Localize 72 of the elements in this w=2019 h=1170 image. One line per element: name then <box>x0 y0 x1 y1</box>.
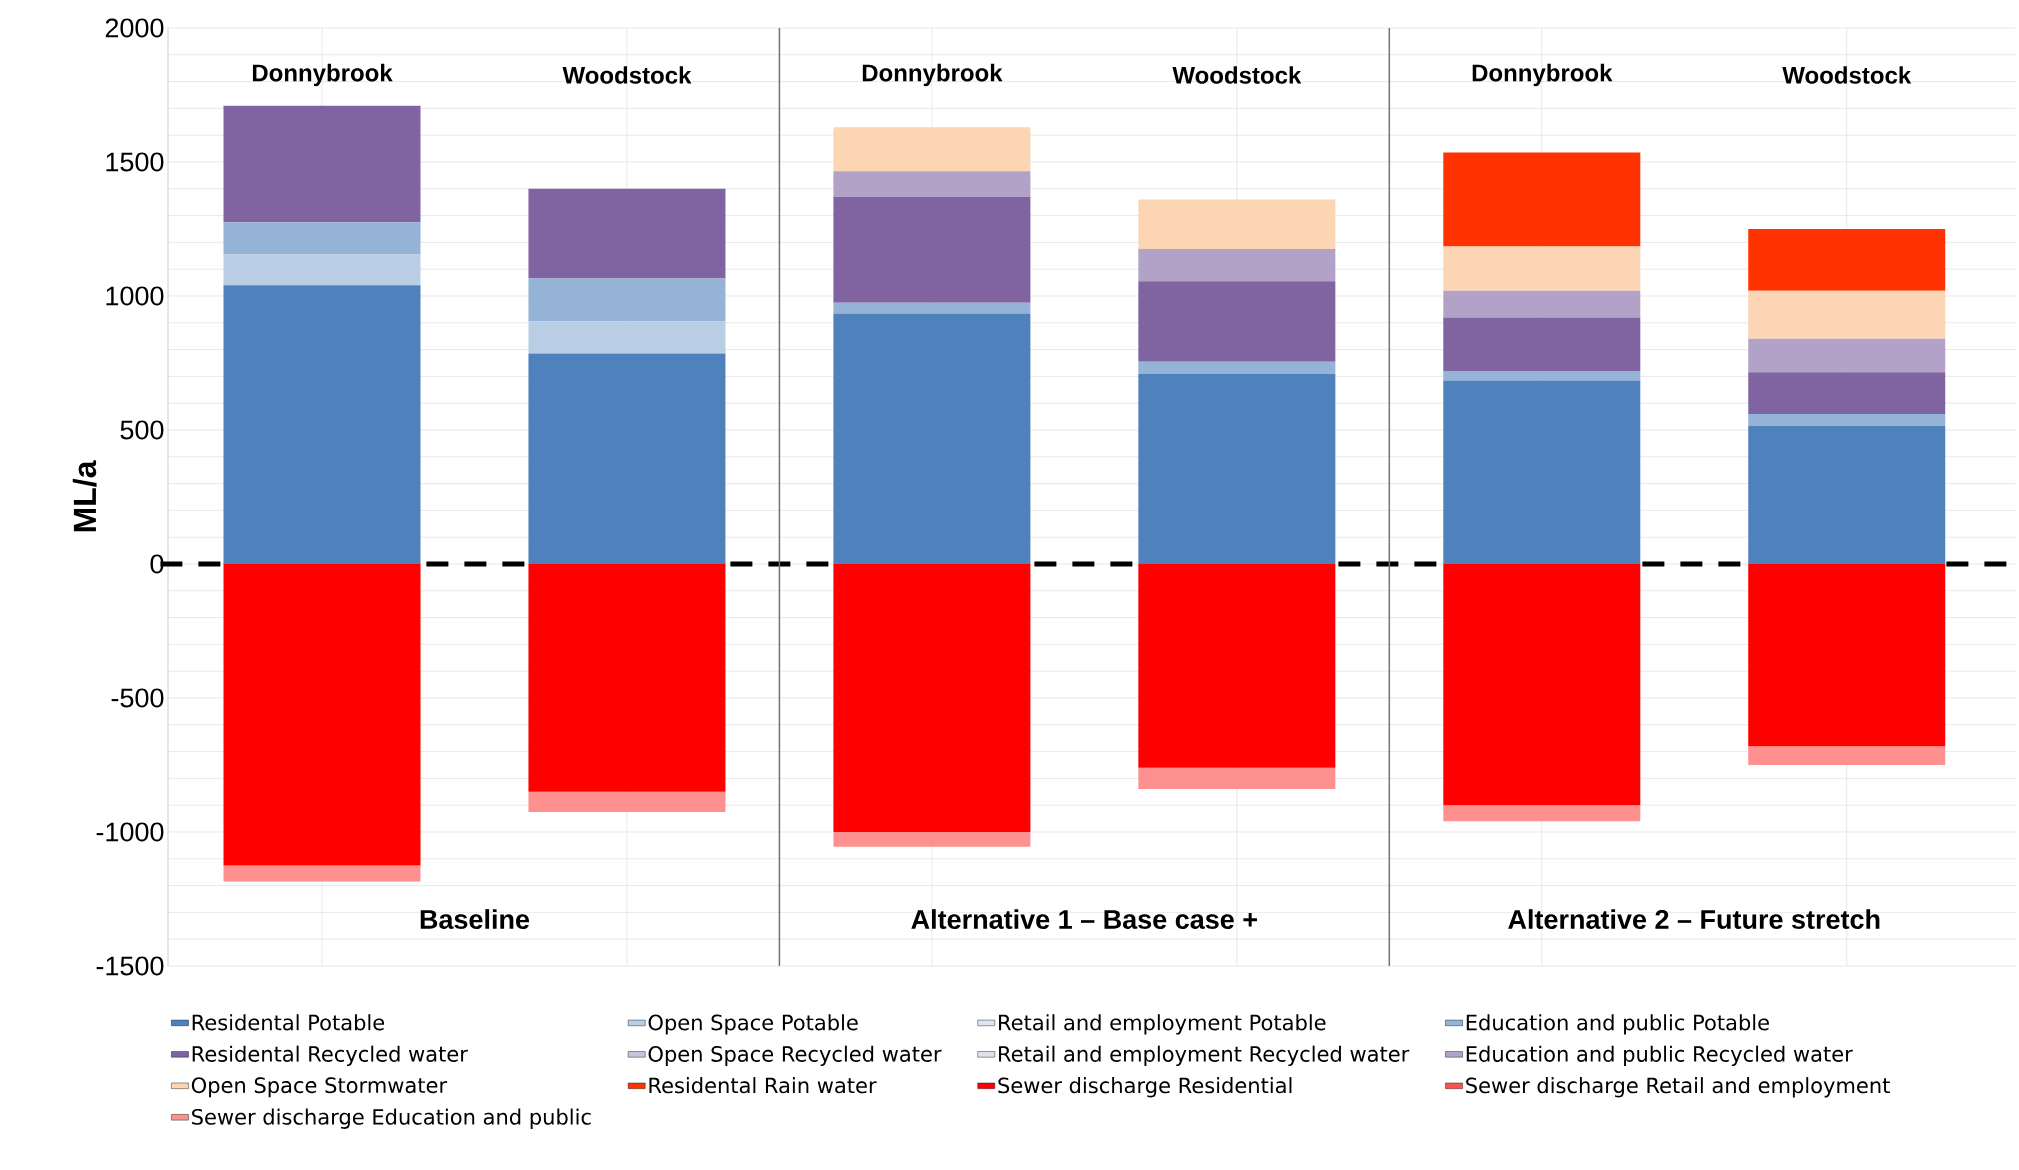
y-tick-label: 1500 <box>106 152 164 172</box>
x-tick-label: Woodstock <box>562 66 692 84</box>
bar <box>1748 746 1946 765</box>
bar <box>223 222 421 255</box>
annotation: Alternative 1 – Base case + <box>911 909 1257 929</box>
bar <box>1443 152 1641 247</box>
legend-label: Education and public Potable <box>1466 1014 1769 1035</box>
bar <box>833 563 1031 832</box>
bar <box>1138 767 1336 790</box>
x-tick-label: Donnybrook <box>862 63 1003 87</box>
bar <box>528 791 726 812</box>
bar <box>528 563 726 792</box>
bar <box>528 278 726 322</box>
x-tick-label: Donnybrook <box>1472 63 1613 87</box>
bar <box>528 188 726 279</box>
y-axis-title: ML/a <box>72 460 97 532</box>
bar <box>1443 380 1641 564</box>
annotation: Baseline <box>420 909 530 929</box>
legend-label: Retail and employment Potable <box>999 1014 1326 1035</box>
x-tick-label: Woodstock <box>1172 66 1302 84</box>
bar <box>1443 805 1641 822</box>
bar <box>1748 425 1946 564</box>
bar <box>1748 372 1946 414</box>
bar <box>833 171 1031 197</box>
bar <box>1138 563 1336 768</box>
legend-label: Retail and employment Recycled water <box>999 1045 1410 1066</box>
legend-label: Sewer discharge Education and public <box>192 1108 591 1129</box>
bar <box>528 321 726 354</box>
y-tick-label: -1000 <box>96 822 164 842</box>
bar <box>833 831 1031 847</box>
bar <box>833 313 1031 564</box>
y-tick-label: -500 <box>111 688 164 708</box>
bar <box>1443 290 1641 318</box>
bar <box>1443 371 1641 381</box>
legend-label: Residental Rain water <box>649 1077 877 1094</box>
y-tick-label: 500 <box>120 420 164 440</box>
bar <box>528 353 726 564</box>
legend-label: Sewer discharge Retail and employment <box>1466 1077 1890 1098</box>
bar <box>223 563 421 866</box>
bar <box>1138 249 1336 282</box>
bar <box>1443 563 1641 806</box>
bar <box>223 254 421 286</box>
x-tick-label: Donnybrook <box>252 63 393 87</box>
legend-label: Sewer discharge Residential <box>998 1077 1292 1098</box>
bar <box>833 196 1031 303</box>
bar <box>1138 373 1336 564</box>
bar <box>1748 563 1946 747</box>
legend-label: Education and public Recycled water <box>1466 1045 1853 1066</box>
bar <box>223 105 421 223</box>
x-tick-label: Woodstock <box>1782 66 1912 84</box>
legend-label: Residental Recycled water <box>192 1045 468 1066</box>
legend-label: Open Space Recycled water <box>648 1045 942 1066</box>
legend-label: Open Space Stormwater <box>191 1077 448 1098</box>
y-tick-label: 2000 <box>105 18 164 38</box>
bar <box>1748 228 1946 291</box>
bar <box>1748 290 1946 339</box>
legend-label: Residental Potable <box>192 1014 385 1031</box>
bar <box>1748 413 1946 426</box>
bar <box>833 127 1031 172</box>
bar <box>223 285 421 564</box>
annotation: Alternative 2 – Future stretch <box>1508 909 1880 929</box>
legend-label: Open Space Potable <box>648 1014 858 1035</box>
bar <box>1443 317 1641 372</box>
bar <box>1138 361 1336 374</box>
y-tick-label: 1000 <box>106 286 164 306</box>
bar <box>1443 246 1641 291</box>
bar <box>1748 338 1946 373</box>
bar <box>1138 281 1336 362</box>
bar <box>223 865 421 882</box>
y-tick-label: -1500 <box>96 956 164 976</box>
bar <box>833 302 1031 314</box>
bar <box>1138 199 1336 250</box>
